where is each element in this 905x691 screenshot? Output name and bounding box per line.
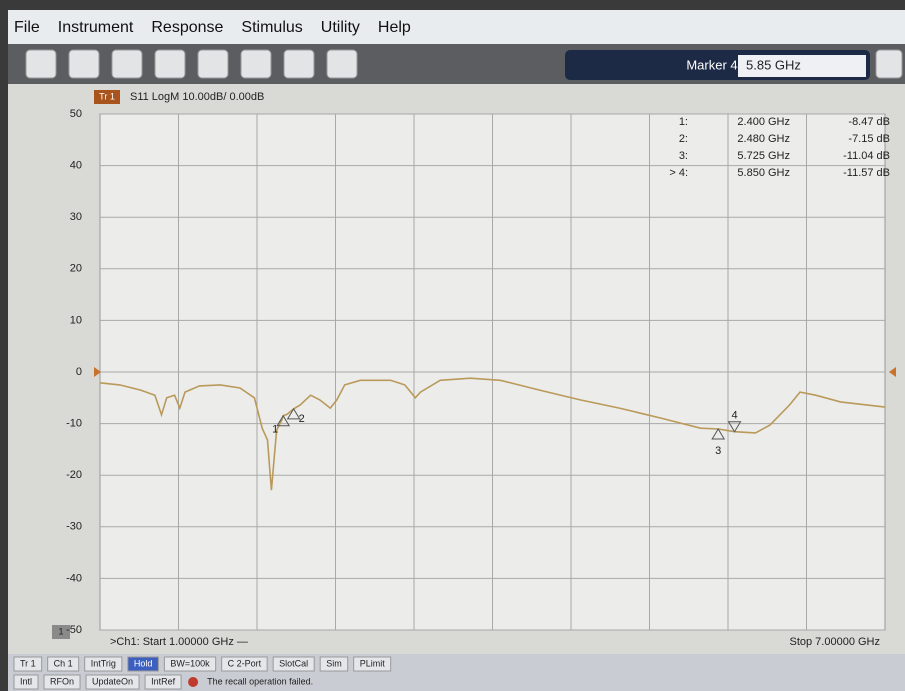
- status-text: C 2-Port: [228, 658, 262, 668]
- marker-label: 3: [715, 445, 721, 457]
- marker-frequency: 5.850 GHz: [737, 167, 790, 179]
- y-tick-label: 20: [70, 263, 82, 275]
- undo-button[interactable]: [26, 50, 56, 78]
- status-text: Ch 1: [54, 658, 73, 668]
- keypad-button[interactable]: [876, 50, 902, 78]
- status-text: IntTrig: [91, 658, 116, 668]
- redo-button[interactable]: [69, 50, 99, 78]
- y-tick-label: -10: [66, 418, 82, 430]
- folder-button[interactable]: [241, 50, 271, 78]
- marker-value: -7.15 dB: [848, 133, 890, 145]
- marker-value: -11.57 dB: [843, 167, 890, 179]
- marker-label: 4: [731, 410, 737, 422]
- marker-id: 3:: [679, 150, 688, 162]
- menu-item[interactable]: Response: [151, 19, 223, 36]
- menu-item[interactable]: Instrument: [58, 19, 134, 36]
- delete-button[interactable]: [284, 50, 314, 78]
- chart-title: S11 LogM 10.00dB/ 0.00dB: [130, 91, 264, 103]
- status-text: BW=100k: [170, 658, 210, 668]
- status-text: UpdateOn: [92, 676, 133, 686]
- marker-button[interactable]: [155, 50, 185, 78]
- stop-label: Stop 7.00000 GHz: [789, 636, 880, 648]
- status-text: Tr 1: [20, 658, 36, 668]
- y-tick-label: -50: [66, 624, 82, 636]
- y-tick-label: 30: [70, 211, 82, 223]
- marker-value: -8.47 dB: [848, 116, 890, 128]
- marker-frequency: 2.400 GHz: [737, 116, 790, 128]
- status-text: The recall operation failed.: [207, 676, 313, 686]
- screen: Marker 4 5.85 GHz Tr 1 S11 LogM 10.00dB/…: [0, 0, 905, 691]
- window-button[interactable]: [198, 50, 228, 78]
- status-text: IntRef: [151, 676, 176, 686]
- menu-item[interactable]: File: [14, 19, 40, 36]
- marker-value: -11.04 dB: [843, 150, 890, 162]
- channel-label: 1: [58, 626, 63, 636]
- marker-label: Marker 4: [686, 57, 737, 72]
- camera-button[interactable]: [112, 50, 142, 78]
- start-label: >Ch1: Start 1.00000 GHz —: [110, 636, 248, 648]
- y-tick-label: 40: [70, 160, 82, 172]
- marker-value: 5.85 GHz: [746, 57, 801, 72]
- marker-frequency: 2.480 GHz: [737, 133, 790, 145]
- status-text: Intl: [20, 676, 32, 686]
- marker-id: > 4:: [669, 167, 688, 179]
- menu-item[interactable]: Stimulus: [241, 19, 302, 36]
- y-tick-label: 0: [76, 366, 82, 378]
- marker-label: 2: [299, 413, 305, 425]
- menu-item[interactable]: Help: [378, 19, 411, 36]
- marker-id: 2:: [679, 133, 688, 145]
- y-tick-label: -30: [66, 521, 82, 533]
- trace-label: Tr 1: [99, 91, 115, 101]
- menu-bar: [8, 10, 905, 44]
- y-tick-label: -40: [66, 572, 82, 584]
- marker-id: 1:: [679, 116, 688, 128]
- error-icon: [188, 677, 198, 687]
- status-text: Hold: [134, 658, 153, 668]
- marker-label: 1: [272, 424, 278, 436]
- zoom-button[interactable]: [327, 50, 357, 78]
- menu-item[interactable]: Utility: [321, 19, 360, 36]
- y-tick-label: -20: [66, 469, 82, 481]
- y-tick-label: 10: [70, 314, 82, 326]
- y-tick-label: 50: [70, 108, 82, 120]
- marker-frequency: 5.725 GHz: [737, 150, 790, 162]
- status-text: Sim: [326, 658, 342, 668]
- status-text: RFOn: [50, 676, 74, 686]
- status-text: PLimit: [360, 658, 386, 668]
- status-text: SlotCal: [279, 658, 308, 668]
